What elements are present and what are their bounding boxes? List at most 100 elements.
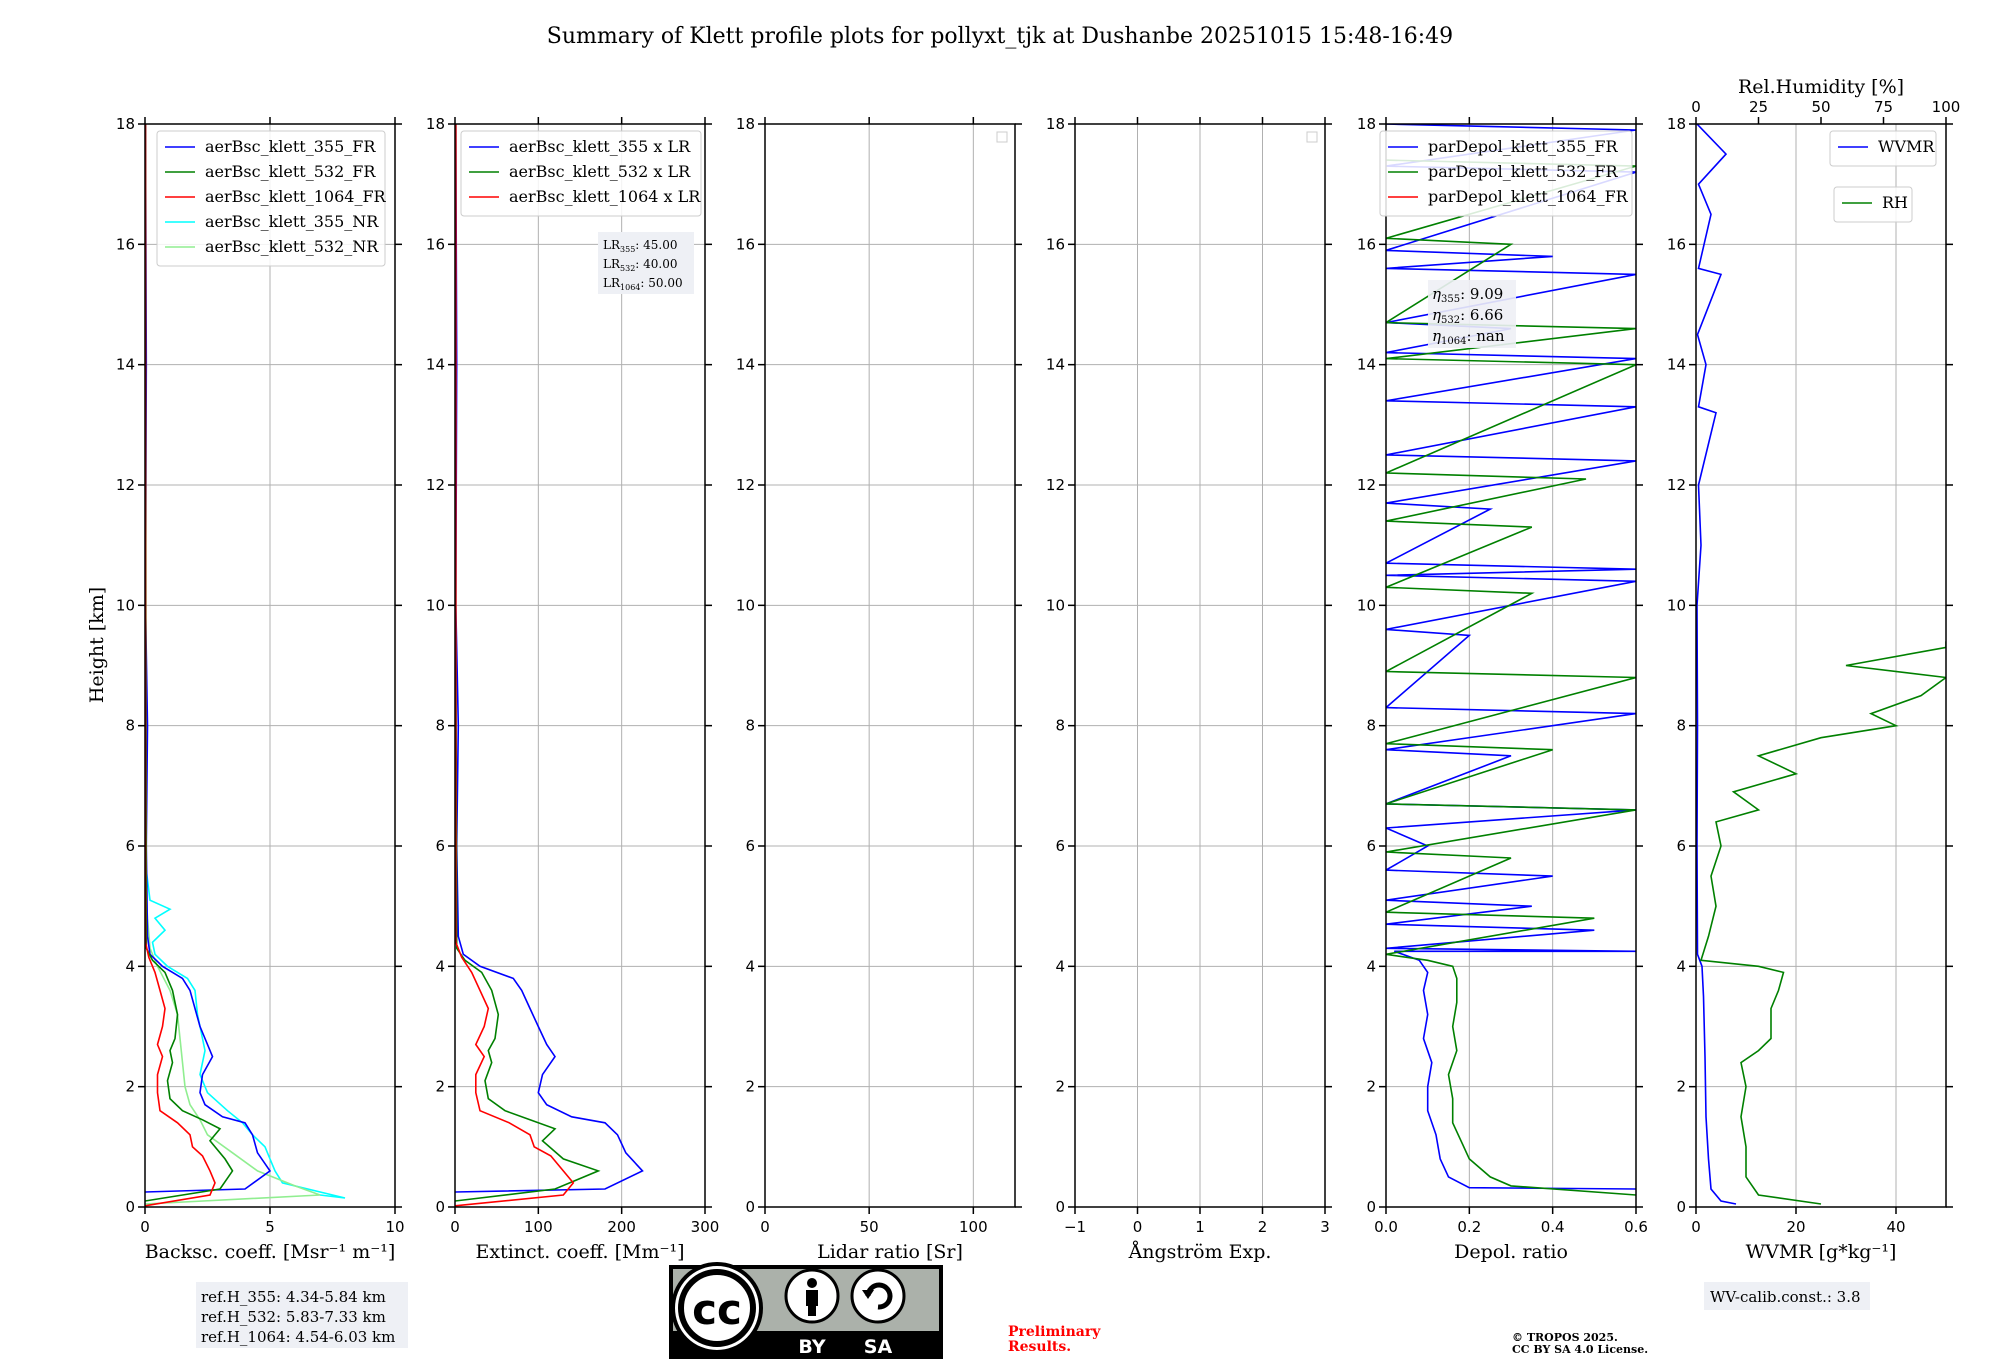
- empty-legend-box-ae: [1306, 131, 1318, 143]
- lr-355-text: LR355: 45.00: [603, 238, 678, 254]
- y-tick-label-10: 10: [116, 596, 135, 614]
- legend-box-wv-2: [1833, 186, 1913, 223]
- y-tick-label-0: 0: [125, 1198, 135, 1216]
- x-tick-label-50: 50: [860, 1218, 879, 1236]
- ref-height-1064: ref.H_1064: 4.54-6.03 km: [201, 1328, 395, 1346]
- y-tick-label-18: 18: [426, 115, 445, 133]
- x-tick-label-40: 40: [1886, 1218, 1905, 1236]
- y-tick-label-16: 16: [1357, 235, 1376, 253]
- y-tick-label-14: 14: [1357, 356, 1376, 374]
- figure-title: Summary of Klett profile plots for polly…: [547, 24, 1453, 49]
- by-person-body: [806, 1290, 818, 1306]
- x-tick-label-200: 200: [607, 1218, 636, 1236]
- cc-by-sa-logo: cc BY SA: [669, 1262, 943, 1359]
- eta-1064-text: η1064: nan: [1432, 327, 1505, 347]
- y-tick-label-6: 6: [435, 837, 445, 855]
- x-tick-label-100: 100: [524, 1218, 553, 1236]
- sa-share-alike-icon: [850, 1268, 906, 1324]
- x-axis-label-bsc: Backsc. coeff. [Msr⁻¹ m⁻¹]: [145, 1241, 396, 1263]
- y-axis-label: Height [km]: [86, 587, 108, 703]
- eta-box: [1428, 280, 1516, 348]
- y-tick-label-16: 16: [1046, 235, 1065, 253]
- series-line-aerBsc_klett_355_NR: [145, 870, 346, 1199]
- x-tick-label-0: 0: [140, 1218, 150, 1236]
- x-axis-label-wv: WVMR [g*kg⁻¹]: [1746, 1241, 1897, 1263]
- top-x-tick-label-50: 50: [1811, 98, 1830, 116]
- y-tick-label-4: 4: [1676, 957, 1686, 975]
- x-tick-label-3: 3: [1320, 1218, 1330, 1236]
- axes-frame-bsc: [144, 123, 396, 1208]
- panel-dep: 0 2 4 6 8 10 12 14 16 18 0.0 0.2 0.4 0.6 Depol. ratio p…: [1357, 115, 1648, 1263]
- y-tick-label-0: 0: [435, 1198, 445, 1216]
- y-tick-label-12: 12: [736, 476, 755, 494]
- top-x-tick-label-0: 0: [1691, 98, 1701, 116]
- legend-label-aerBsc_klett_532_NR: aerBsc_klett_532_NR: [205, 237, 379, 256]
- y-tick-label-8: 8: [745, 717, 755, 735]
- x-tick-label-0.4: 0.4: [1541, 1218, 1565, 1236]
- x-tick-label-0.6: 0.6: [1624, 1218, 1648, 1236]
- y-tick-label-16: 16: [116, 235, 135, 253]
- x-tick-label-−1: −1: [1064, 1218, 1086, 1236]
- y-tick-label-0: 0: [1055, 1198, 1065, 1216]
- legend-label-aerBsc_klett_532 x LR: aerBsc_klett_532 x LR: [509, 162, 691, 181]
- y-tick-label-8: 8: [1055, 717, 1065, 735]
- legend-box-wv: [1829, 130, 1937, 167]
- y-tick-label-12: 12: [1357, 476, 1376, 494]
- legend-label-aerBsc_klett_355_NR: aerBsc_klett_355_NR: [205, 212, 379, 231]
- cc-letters: cc: [692, 1285, 742, 1334]
- legend-label-aerBsc_klett_1064_FR: aerBsc_klett_1064_FR: [205, 187, 387, 206]
- x-tick-label-0: 0: [450, 1218, 460, 1236]
- x-tick-label-0.0: 0.0: [1374, 1218, 1398, 1236]
- legend-label-parDepol_klett_355_FR: parDepol_klett_355_FR: [1428, 137, 1619, 156]
- legend-box-ext: [460, 130, 702, 217]
- ref-height-355: ref.H_355: 4.34-5.84 km: [201, 1288, 386, 1306]
- y-tick-label-2: 2: [1676, 1078, 1686, 1096]
- y-tick-label-4: 4: [1366, 957, 1376, 975]
- legend-label-parDepol_klett_532_FR: parDepol_klett_532_FR: [1428, 162, 1619, 181]
- series-line-WVMR: [1696, 124, 1737, 1205]
- y-tick-label-4: 4: [435, 957, 445, 975]
- y-tick-label-8: 8: [435, 717, 445, 735]
- legend-label-RH: RH: [1882, 193, 1908, 212]
- y-tick-label-0: 0: [1366, 1198, 1376, 1216]
- y-tick-label-14: 14: [736, 356, 755, 374]
- y-tick-label-6: 6: [745, 837, 755, 855]
- y-tick-label-18: 18: [1046, 115, 1065, 133]
- x-tick-label-0.2: 0.2: [1457, 1218, 1481, 1236]
- by-label: BY: [798, 1336, 825, 1358]
- y-tick-label-6: 6: [1055, 837, 1065, 855]
- x-tick-label-10: 10: [385, 1218, 404, 1236]
- sa-arrow-head: [862, 1290, 874, 1299]
- x-axis-label-lr: Lidar ratio [Sr]: [817, 1241, 963, 1263]
- series-line-RH: [1699, 641, 1946, 1205]
- legend-label-parDepol_klett_1064_FR: parDepol_klett_1064_FR: [1428, 187, 1629, 206]
- y-tick-label-2: 2: [1055, 1078, 1065, 1096]
- series-line-aerBsc_klett_532_FR: [145, 124, 234, 1202]
- top-x-tick-label-75: 75: [1874, 98, 1893, 116]
- y-tick-label-18: 18: [116, 115, 135, 133]
- y-tick-label-2: 2: [125, 1078, 135, 1096]
- lidar-ratio-box: [598, 232, 694, 294]
- panel-ext: 0 2 4 6 8 10 12 14 16 18 0 100 200 300 Extinct. coeff.…: [426, 115, 719, 1263]
- x-tick-label-300: 300: [691, 1218, 720, 1236]
- x-tick-label-1: 1: [1195, 1218, 1205, 1236]
- series-line-aerBsc_klett_1064 x LR: [455, 124, 575, 1207]
- x-tick-label-0: 0: [760, 1218, 770, 1236]
- series-line-aerBsc_klett_532_NR: [145, 894, 321, 1205]
- wv-calib-box: [1704, 1282, 1870, 1310]
- y-tick-label-2: 2: [435, 1078, 445, 1096]
- lr-1064-text: LR1064: 50.00: [603, 276, 683, 292]
- y-tick-label-6: 6: [1366, 837, 1376, 855]
- y-tick-label-10: 10: [1046, 596, 1065, 614]
- axes-frame-lr: [764, 123, 1016, 1208]
- x-tick-label-20: 20: [1786, 1218, 1805, 1236]
- top-axis-label: Rel.Humidity [%]: [1738, 76, 1904, 98]
- y-tick-label-8: 8: [1366, 717, 1376, 735]
- y-tick-label-16: 16: [736, 235, 755, 253]
- y-tick-label-6: 6: [1676, 837, 1686, 855]
- eta-355-text: η355: 9.09: [1432, 285, 1503, 305]
- y-tick-label-8: 8: [125, 717, 135, 735]
- y-tick-label-4: 4: [125, 957, 135, 975]
- legend-label-aerBsc_klett_1064 x LR: aerBsc_klett_1064 x LR: [509, 187, 701, 206]
